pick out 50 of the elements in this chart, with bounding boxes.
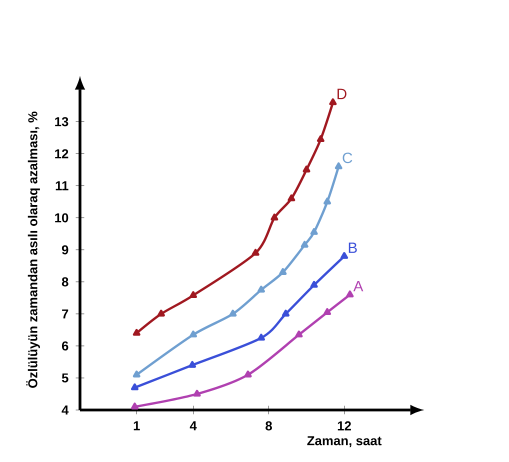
point — [189, 291, 198, 298]
point — [279, 268, 287, 275]
point — [189, 330, 198, 338]
point — [324, 308, 332, 315]
x-axis-title: Zaman, saat — [307, 436, 382, 448]
point — [270, 214, 278, 220]
point — [257, 334, 265, 341]
point — [295, 330, 303, 338]
x-tick-label: 4 — [190, 421, 197, 430]
point — [340, 252, 348, 259]
y-tick-label: 10 — [55, 213, 68, 222]
point — [310, 228, 318, 235]
y-tick-label: 8 — [62, 277, 68, 286]
point — [302, 166, 310, 172]
point — [282, 310, 290, 317]
point — [316, 135, 324, 142]
y-tick-label: 9 — [62, 245, 68, 254]
point — [300, 240, 308, 248]
x-tick-label: 8 — [266, 421, 272, 430]
y-tick-label: 5 — [62, 373, 68, 382]
point — [193, 390, 201, 397]
point — [288, 194, 296, 202]
point — [157, 310, 165, 317]
series-label: A — [353, 281, 364, 292]
point — [310, 280, 318, 288]
point — [229, 310, 237, 317]
series-label: B — [348, 242, 357, 253]
y-tick-label: 11 — [56, 181, 68, 190]
y-axis-title: Özlülüyün zamandan asılı olaraq azalması, % — [26, 112, 40, 388]
point — [130, 402, 139, 410]
point — [334, 162, 342, 170]
y-tick-label: 13 — [55, 117, 68, 126]
y-tick-label: 12 — [55, 149, 68, 158]
point — [244, 370, 252, 378]
point — [252, 248, 260, 256]
series-label: C — [342, 152, 352, 164]
point — [329, 98, 337, 106]
point — [132, 370, 140, 378]
point — [130, 383, 139, 390]
point — [132, 328, 140, 336]
y-tick-label: 7 — [62, 309, 68, 318]
point — [188, 360, 196, 368]
x-tick-label: 1 — [134, 421, 140, 430]
y-tick-label: 6 — [62, 341, 68, 351]
series-label: D — [338, 88, 346, 100]
point — [324, 198, 332, 204]
point — [346, 290, 354, 298]
y-tick-label: 4 — [62, 406, 69, 414]
point — [257, 286, 265, 293]
x-tick-label: 12 — [338, 421, 351, 430]
